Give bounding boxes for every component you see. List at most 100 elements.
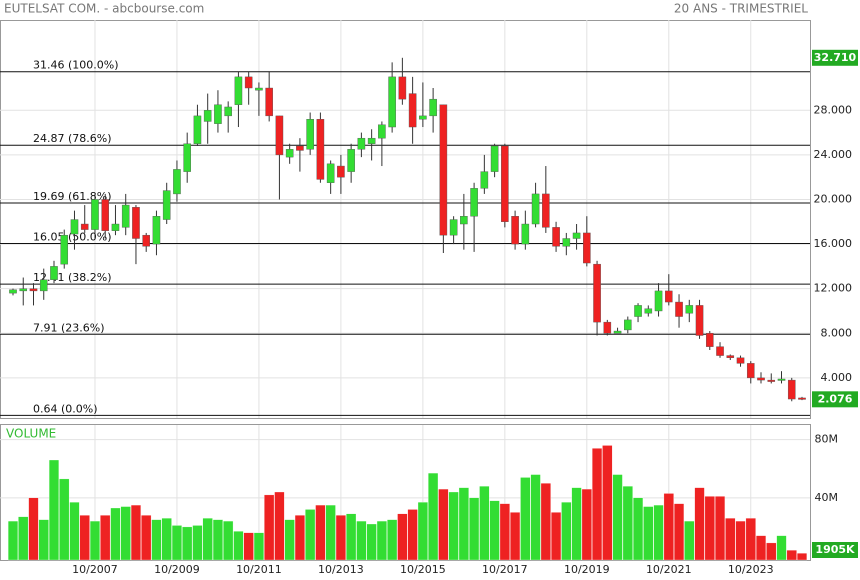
candle-body bbox=[39, 279, 48, 292]
candle-body bbox=[316, 119, 325, 180]
price-marker-label: 2.076 bbox=[818, 392, 853, 405]
candle-body bbox=[214, 104, 222, 124]
volume-bar bbox=[274, 491, 285, 561]
volume-bar bbox=[264, 494, 275, 561]
volume-bar bbox=[540, 483, 551, 561]
volume-bar bbox=[59, 478, 70, 561]
candle-body bbox=[613, 330, 622, 334]
candle-body bbox=[470, 188, 478, 217]
y-tick-label: 20.000 bbox=[814, 192, 853, 205]
candle-body bbox=[572, 232, 581, 239]
volume-bar bbox=[376, 520, 387, 561]
volume-bar bbox=[48, 459, 60, 561]
y-tick-label: 40M bbox=[815, 491, 839, 504]
x-tick-label: 10/2015 bbox=[400, 563, 446, 576]
candle-body bbox=[255, 87, 263, 91]
y-tick-label: 8.000 bbox=[821, 326, 853, 339]
volume-bar bbox=[18, 516, 29, 561]
candle-body bbox=[265, 87, 273, 117]
level-label: 31.46 (100.0%) bbox=[33, 59, 119, 72]
volume-bar bbox=[725, 518, 736, 561]
candle-body bbox=[152, 216, 161, 245]
level-label: 19.69 (61.8%) bbox=[33, 190, 112, 203]
candle-body bbox=[60, 234, 69, 265]
volume-bar bbox=[766, 542, 777, 561]
volume-bar bbox=[704, 496, 715, 561]
volume-bar bbox=[212, 519, 223, 561]
chart-subtitle: 20 ANS - TRIMESTRIEL bbox=[674, 2, 808, 16]
volume-bar bbox=[745, 518, 756, 561]
volume-bar bbox=[417, 502, 428, 561]
candle-body bbox=[224, 106, 232, 117]
candle-body bbox=[203, 110, 212, 122]
volume-bar bbox=[223, 520, 234, 561]
candle-body bbox=[388, 76, 396, 128]
candle-body bbox=[337, 165, 345, 178]
volume-bar bbox=[684, 520, 695, 561]
volume-bar bbox=[397, 513, 408, 561]
candle-body bbox=[675, 301, 683, 317]
candle-body bbox=[142, 234, 150, 247]
candle-body bbox=[603, 321, 612, 334]
volume-bar bbox=[202, 518, 213, 561]
volume-bar bbox=[561, 502, 572, 561]
volume-bar bbox=[612, 474, 623, 561]
volume-bar bbox=[633, 497, 644, 561]
volume-bar bbox=[755, 535, 767, 561]
volume-title: VOLUME bbox=[6, 427, 56, 441]
x-tick-label: 10/2019 bbox=[564, 563, 610, 576]
volume-bar bbox=[786, 550, 797, 561]
candle-body bbox=[511, 216, 519, 245]
volume-bar bbox=[182, 526, 193, 561]
x-tick-label: 10/2011 bbox=[236, 563, 282, 576]
volume-bar bbox=[89, 520, 100, 561]
candle-body bbox=[91, 199, 99, 230]
candle-body bbox=[306, 119, 314, 150]
volume-bar bbox=[530, 474, 541, 561]
y-tick-label: 4.000 bbox=[821, 371, 853, 384]
volume-bar bbox=[407, 509, 418, 561]
volume-bar bbox=[448, 491, 459, 561]
volume-bar bbox=[315, 504, 326, 561]
candle-body bbox=[50, 266, 58, 280]
volume-bar bbox=[428, 472, 439, 561]
volume-bar bbox=[7, 520, 19, 561]
volume-marker-box bbox=[812, 542, 858, 558]
volume-bar bbox=[335, 515, 346, 561]
candle-body bbox=[531, 193, 540, 225]
price-marker-label: 32.710 bbox=[814, 51, 857, 64]
volume-bar bbox=[284, 519, 295, 561]
candle-body bbox=[285, 149, 294, 158]
candle-body bbox=[80, 223, 89, 230]
candle-body bbox=[798, 397, 806, 400]
volume-bar bbox=[356, 520, 367, 561]
volume-marker-label: 1905K bbox=[815, 543, 855, 556]
price-marker-box bbox=[812, 391, 858, 408]
volume-bar bbox=[233, 531, 244, 561]
volume-bar bbox=[571, 487, 582, 561]
x-tick-label: 10/2013 bbox=[318, 563, 364, 576]
candle-body bbox=[644, 308, 653, 314]
candle-body bbox=[521, 223, 530, 245]
candle-body bbox=[767, 379, 776, 382]
candle-body bbox=[111, 223, 120, 231]
volume-bar bbox=[28, 497, 39, 561]
candle-body bbox=[685, 305, 694, 314]
volume-bar bbox=[458, 487, 469, 561]
y-tick-label: 12.000 bbox=[814, 282, 853, 295]
volume-bar bbox=[120, 506, 131, 561]
volume-bar bbox=[735, 520, 746, 561]
candle-body bbox=[705, 333, 714, 347]
candle-body bbox=[326, 163, 335, 183]
volume-bar bbox=[469, 497, 480, 561]
candle-body bbox=[542, 193, 550, 228]
volume-bar bbox=[38, 519, 49, 561]
price-marker-box bbox=[812, 49, 858, 66]
candle-body bbox=[634, 305, 642, 317]
candle-body bbox=[480, 171, 489, 189]
volume-bar bbox=[151, 519, 162, 561]
candle-body bbox=[29, 288, 38, 292]
x-tick-label: 10/2007 bbox=[72, 563, 118, 576]
volume-bar bbox=[130, 504, 141, 561]
